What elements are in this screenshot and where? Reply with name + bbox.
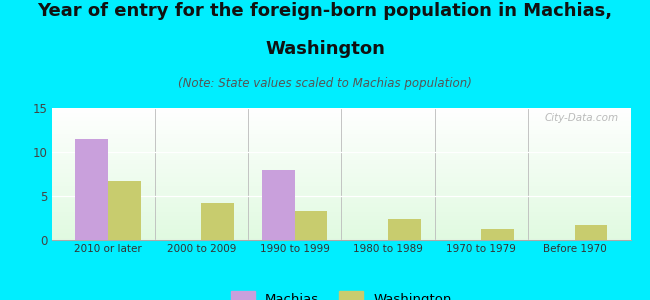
Bar bbox=[481, 229, 514, 240]
Legend: Machias, Washington: Machias, Washington bbox=[226, 286, 457, 300]
Text: Year of entry for the foreign-born population in Machias,: Year of entry for the foreign-born popul… bbox=[38, 2, 612, 20]
Bar bbox=[294, 211, 327, 240]
Bar bbox=[108, 181, 140, 240]
Bar bbox=[575, 225, 607, 240]
Text: Washington: Washington bbox=[265, 40, 385, 58]
Text: (Note: State values scaled to Machias population): (Note: State values scaled to Machias po… bbox=[178, 76, 472, 89]
Bar bbox=[388, 219, 421, 240]
Bar bbox=[202, 203, 234, 240]
Text: City-Data.com: City-Data.com bbox=[545, 113, 619, 123]
Bar bbox=[75, 139, 108, 240]
Bar bbox=[262, 169, 294, 240]
